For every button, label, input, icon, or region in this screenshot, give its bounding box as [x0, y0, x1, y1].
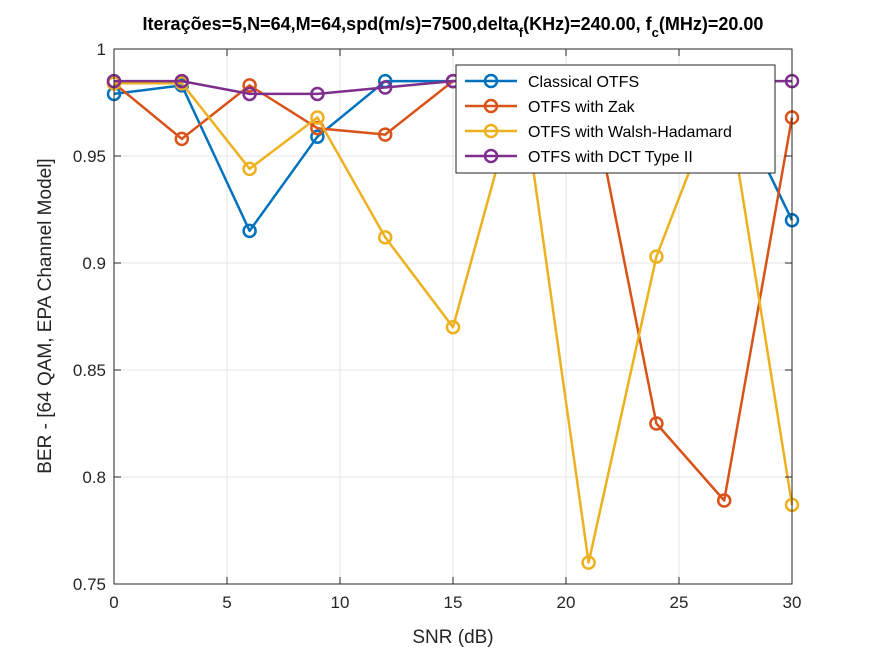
y-tick-label: 1	[97, 40, 106, 59]
data-point	[242, 78, 257, 93]
title-part-b: (KHz)=240.00, f	[523, 14, 653, 34]
data-point	[716, 493, 732, 508]
x-axis-label: SNR (dB)	[412, 627, 493, 648]
legend-entry: OTFS with DCT Type II	[465, 148, 693, 166]
legend-entry: OTFS with Zak	[465, 98, 636, 116]
series-line	[114, 79, 794, 564]
legend: Classical OTFS OTFS with Zak OTFS with Wal…	[455, 64, 776, 174]
x-tick-label: 25	[670, 593, 689, 612]
x-tick-label: 0	[109, 593, 118, 612]
data-point	[649, 249, 664, 264]
y-tick-label: 0.8	[82, 468, 106, 487]
data-point	[174, 131, 190, 147]
y-tick-label: 0.75	[73, 575, 106, 594]
x-tick-label: 30	[783, 593, 802, 612]
data-point	[310, 110, 325, 125]
y-tick-label: 0.85	[73, 361, 106, 380]
data-point	[377, 230, 393, 245]
x-tick-label: 20	[557, 593, 576, 612]
data-point	[242, 223, 257, 239]
axis-ticks: 0 5 10 15 20 25 30 0.75 0.8 0.85 0.9 0.95 1	[73, 40, 802, 612]
x-tick-label: 5	[222, 593, 231, 612]
data-point	[310, 129, 325, 144]
data-point	[174, 73, 190, 89]
data-point	[310, 86, 325, 102]
legend-swatch-marker	[483, 73, 499, 89]
data-point	[242, 86, 257, 102]
legend-label: OTFS with DCT Type II	[528, 149, 693, 166]
title-sub-a: f	[519, 25, 524, 40]
title-part-a: Iterações=5,N=64,M=64,spd(m/s)=7500,delt…	[143, 14, 520, 34]
legend-entry: OTFS with Walsh-Hadamard	[465, 123, 732, 141]
data-point	[445, 319, 461, 335]
legend-swatch-marker	[483, 98, 499, 114]
data-point	[377, 80, 393, 95]
title-part-c: (MHz)=20.00	[659, 14, 764, 34]
y-axis-label: BER - [64 QAM, EPA Channel Model]	[35, 158, 56, 473]
legend-entry: Classical OTFS	[465, 73, 639, 91]
title-sub-b: c	[652, 25, 659, 40]
legend-swatch-marker	[483, 123, 499, 139]
data-point	[649, 416, 664, 431]
data-point	[242, 161, 257, 177]
x-tick-label: 15	[444, 593, 463, 612]
data-point	[581, 555, 596, 570]
data-point	[377, 127, 393, 142]
legend-swatch-marker	[483, 148, 499, 164]
legend-label: OTFS with Walsh-Hadamard	[528, 124, 732, 141]
legend-label: Classical OTFS	[528, 74, 639, 91]
x-tick-label: 10	[331, 593, 350, 612]
chart-title: Iterações=5,N=64,M=64,spd(m/s)=7500,delt…	[143, 14, 764, 40]
legend-label: OTFS with Zak	[528, 99, 636, 116]
y-tick-label: 0.9	[82, 254, 106, 273]
y-tick-label: 0.95	[73, 147, 106, 166]
